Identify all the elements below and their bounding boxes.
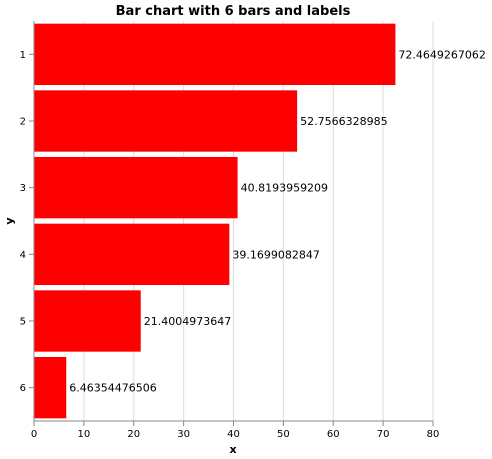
y-tick-label: 4 [20, 250, 26, 261]
axes: 0 10 20 30 40 50 60 70 80 1 2 3 4 5 6 [20, 21, 440, 440]
bar-data-label: 39.1699082847 [232, 248, 319, 261]
bar-data-label: 40.8193959209 [241, 182, 328, 195]
bar [34, 290, 141, 352]
bar-data-label: 6.46354476506 [69, 382, 156, 395]
bar [34, 223, 230, 285]
bar [34, 90, 298, 152]
bar-data-label: 72.4649267062 [398, 48, 485, 61]
bar [34, 23, 396, 86]
bars [34, 23, 396, 419]
bar-data-label: 52.7566328985 [300, 115, 387, 128]
x-tick-label: 50 [277, 429, 290, 440]
x-tick-label: 30 [177, 429, 190, 440]
x-tick-label: 60 [327, 429, 340, 440]
y-tick-label: 2 [20, 117, 26, 128]
y-tick-label: 5 [20, 317, 26, 328]
x-axis-title: x [229, 443, 236, 456]
grid-lines [33, 21, 434, 421]
y-tick-label: 3 [20, 183, 26, 194]
chart-title: Bar chart with 6 bars and labels [116, 4, 351, 19]
x-tick-label: 0 [31, 429, 37, 440]
x-tick-label: 70 [377, 429, 390, 440]
y-tick-label: 1 [20, 50, 26, 61]
bar [34, 157, 238, 219]
x-tick-label: 40 [227, 429, 240, 440]
y-axis-title: y [3, 217, 16, 224]
bar [34, 357, 67, 419]
x-tick-label: 10 [78, 429, 91, 440]
x-tick-label: 20 [127, 429, 140, 440]
y-tick-label: 6 [20, 383, 26, 394]
x-tick-label: 80 [427, 429, 440, 440]
data-labels: 72.4649267062 52.7566328985 40.8193959209 3… [69, 48, 486, 394]
bar-data-label: 21.4004973647 [144, 315, 231, 328]
